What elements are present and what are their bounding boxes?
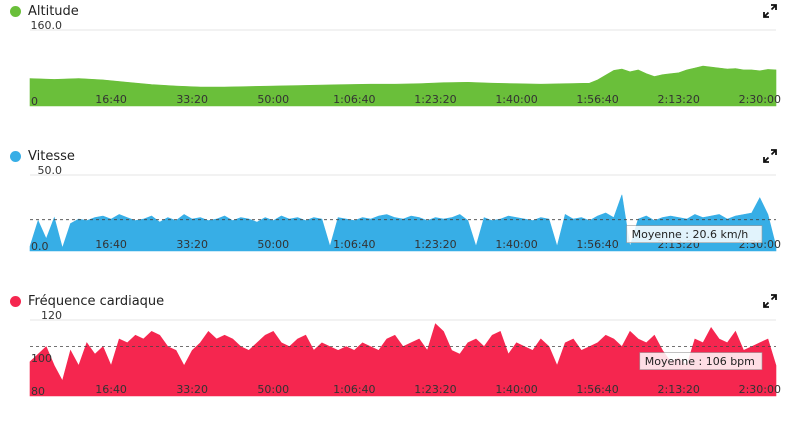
heart-rate-title-label: Fréquence cardiaque	[28, 293, 165, 309]
heart-rate-chart: 120 80 100 16:40 33:20 50:00 1:06:40 1:23:20 1:4…	[29, 309, 781, 398]
x-tick-label: 1:23:20	[414, 383, 456, 396]
x-tick-label: 1:06:40	[333, 93, 375, 106]
speed-title-label: Vitesse	[28, 148, 75, 164]
x-tick-label: 1:56:40	[576, 383, 618, 396]
altitude-panel: 160.0 0 16:40 33:20 50:00 1:06:40 1:23:20 1:40:…	[0, 0, 787, 140]
y-tick-label: 80	[31, 385, 45, 398]
x-tick-label: 33:20	[176, 93, 208, 106]
series-area	[29, 194, 777, 252]
speed-title: Vitesse	[10, 147, 75, 165]
heart-rate-panel: 120 80 100 16:40 33:20 50:00 1:06:40 1:23:20 1:4…	[0, 290, 787, 430]
series-area	[29, 65, 777, 107]
y-tick-label: 0.0	[31, 240, 49, 253]
x-tick-label: 16:40	[95, 238, 127, 251]
x-tick-label: 50:00	[257, 238, 289, 251]
speed-legend-dot	[10, 150, 21, 162]
altitude-title: Altitude	[10, 2, 79, 20]
x-tick-label: 16:40	[95, 93, 127, 106]
expand-icon[interactable]	[763, 149, 777, 163]
average-label-box	[639, 352, 763, 370]
x-tick-label: 1:56:40	[576, 93, 618, 106]
speed-panel: 50.0 0.0 16:40 33:20 50:00 1:06:40 1:23:20 1:40…	[0, 145, 787, 285]
heart-rate-title: Fréquence cardiaque	[10, 292, 164, 310]
x-tick-label: 1:56:40	[576, 238, 618, 251]
average-label: Moyenne : 20.6 km/h	[626, 225, 763, 243]
altitude-title-label: Altitude	[28, 3, 79, 19]
x-tick-label: 50:00	[257, 383, 289, 396]
x-tick-label: 2:13:20	[657, 383, 699, 396]
x-tick-label: 33:20	[176, 383, 208, 396]
x-tick-label: 1:40:00	[495, 93, 537, 106]
average-label: Moyenne : 106 bpm	[639, 352, 763, 370]
average-label-box	[626, 225, 763, 243]
x-tick-label: 1:23:20	[414, 93, 456, 106]
expand-icon[interactable]	[763, 294, 777, 308]
x-tick-label: 1:23:20	[414, 238, 456, 251]
x-tick-label: 2:13:20	[657, 93, 699, 106]
altitude-chart: 160.0 0 16:40 33:20 50:00 1:06:40 1:23:20 1:40:…	[29, 19, 781, 108]
heart-rate-legend-dot	[10, 295, 21, 307]
y-tick-label: 160.0	[31, 19, 63, 32]
series-area	[29, 323, 777, 397]
average-label-text: Moyenne : 106 bpm	[645, 355, 755, 368]
x-tick-label: 1:40:00	[495, 383, 537, 396]
x-tick-label: 2:30:00	[739, 93, 781, 106]
x-tick-label: 1:06:40	[333, 238, 375, 251]
x-tick-label: 50:00	[257, 93, 289, 106]
y-tick-label: 120	[41, 309, 62, 322]
altitude-legend-dot	[10, 5, 21, 17]
y-tick-label: 0	[31, 95, 38, 108]
y-tick-label: 100	[31, 352, 52, 365]
x-tick-label: 1:06:40	[333, 383, 375, 396]
x-tick-label: 1:40:00	[495, 238, 537, 251]
x-tick-label: 16:40	[95, 383, 127, 396]
speed-chart: 50.0 0.0 16:40 33:20 50:00 1:06:40 1:23:20 1:40…	[29, 164, 781, 253]
average-label-text: Moyenne : 20.6 km/h	[632, 228, 749, 241]
expand-icon[interactable]	[763, 4, 777, 18]
x-tick-label: 2:30:00	[739, 383, 781, 396]
x-tick-label: 33:20	[176, 238, 208, 251]
y-tick-label: 50.0	[38, 164, 63, 177]
